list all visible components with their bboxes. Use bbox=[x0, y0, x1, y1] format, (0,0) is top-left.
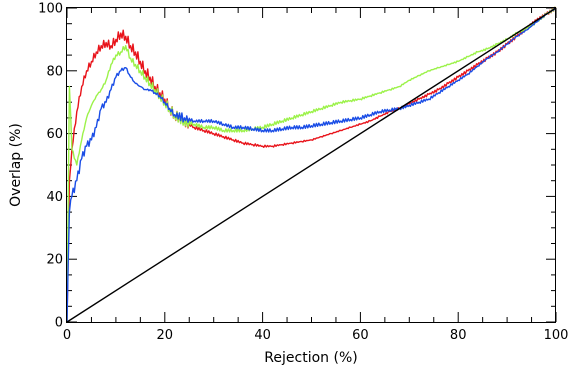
y-axis-label: Overlap (%) bbox=[8, 123, 24, 207]
red-series-line bbox=[66, 6, 557, 323]
x-tick-label: 20 bbox=[157, 328, 174, 343]
x-axis-label: Rejection (%) bbox=[264, 350, 357, 366]
x-tick-label: 80 bbox=[450, 328, 467, 343]
x-ticks bbox=[66, 8, 557, 322]
x-tick-label: 60 bbox=[352, 328, 369, 343]
series-lines bbox=[66, 6, 557, 323]
blue-series-line bbox=[66, 7, 556, 323]
green-series-line bbox=[66, 6, 557, 323]
y-tick-labels: 0 20 40 60 80 100 bbox=[38, 2, 63, 331]
x-tick-label: 40 bbox=[254, 328, 271, 343]
y-tick-label: 100 bbox=[38, 2, 63, 17]
y-tick-label: 40 bbox=[46, 190, 63, 205]
x-tick-label: 100 bbox=[544, 328, 569, 343]
y-tick-label: 20 bbox=[46, 253, 63, 268]
x-tick-label: 0 bbox=[63, 328, 71, 343]
y-tick-label: 60 bbox=[46, 127, 63, 142]
y-tick-label: 80 bbox=[46, 64, 63, 79]
x-tick-labels: 0 20 40 60 80 100 bbox=[63, 328, 569, 343]
plot-frame bbox=[66, 7, 556, 323]
diagonal-reference-line bbox=[66, 7, 557, 323]
y-tick-label: 0 bbox=[55, 316, 63, 331]
